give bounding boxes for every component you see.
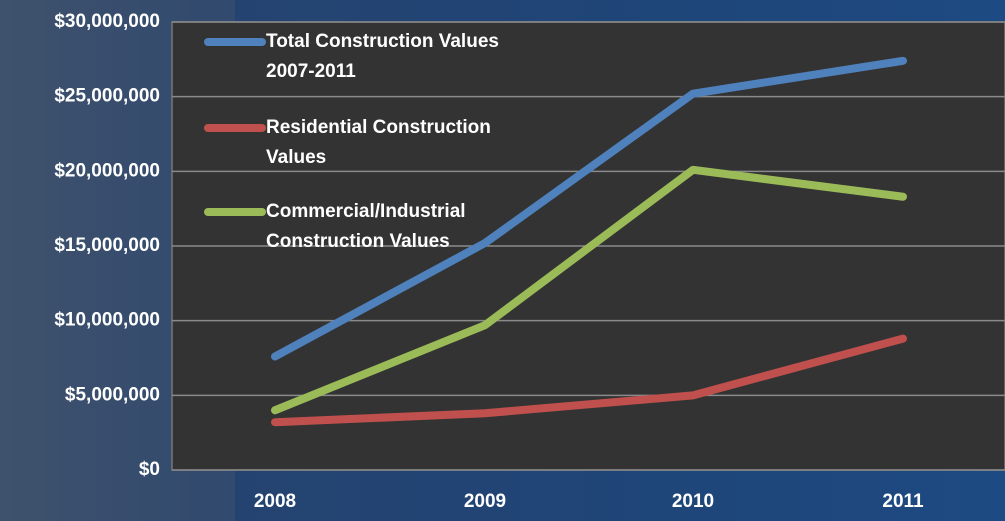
x-tick-label: 2011 bbox=[882, 491, 924, 512]
y-tick-label: $10,000,000 bbox=[54, 310, 160, 331]
y-tick-label: $15,000,000 bbox=[54, 235, 160, 256]
x-tick-label: 2008 bbox=[254, 491, 296, 512]
series-line bbox=[271, 165, 907, 415]
series-line bbox=[271, 56, 907, 361]
y-tick-label: $25,000,000 bbox=[54, 86, 160, 107]
legend-label: Commercial/Industrial Construction Value… bbox=[266, 201, 466, 252]
y-tick-label: $20,000,000 bbox=[54, 160, 160, 181]
x-tick-label: 2009 bbox=[464, 491, 506, 512]
y-tick-label: $5,000,000 bbox=[65, 384, 160, 405]
series-line bbox=[271, 334, 907, 427]
y-tick-label: $0 bbox=[139, 459, 160, 480]
legend-label: Residential Construction Values bbox=[266, 117, 491, 168]
legend-label: Total Construction Values 2007-2011 bbox=[266, 31, 499, 82]
x-tick-label: 2010 bbox=[672, 491, 714, 512]
y-tick-label: $30,000,000 bbox=[54, 11, 160, 32]
